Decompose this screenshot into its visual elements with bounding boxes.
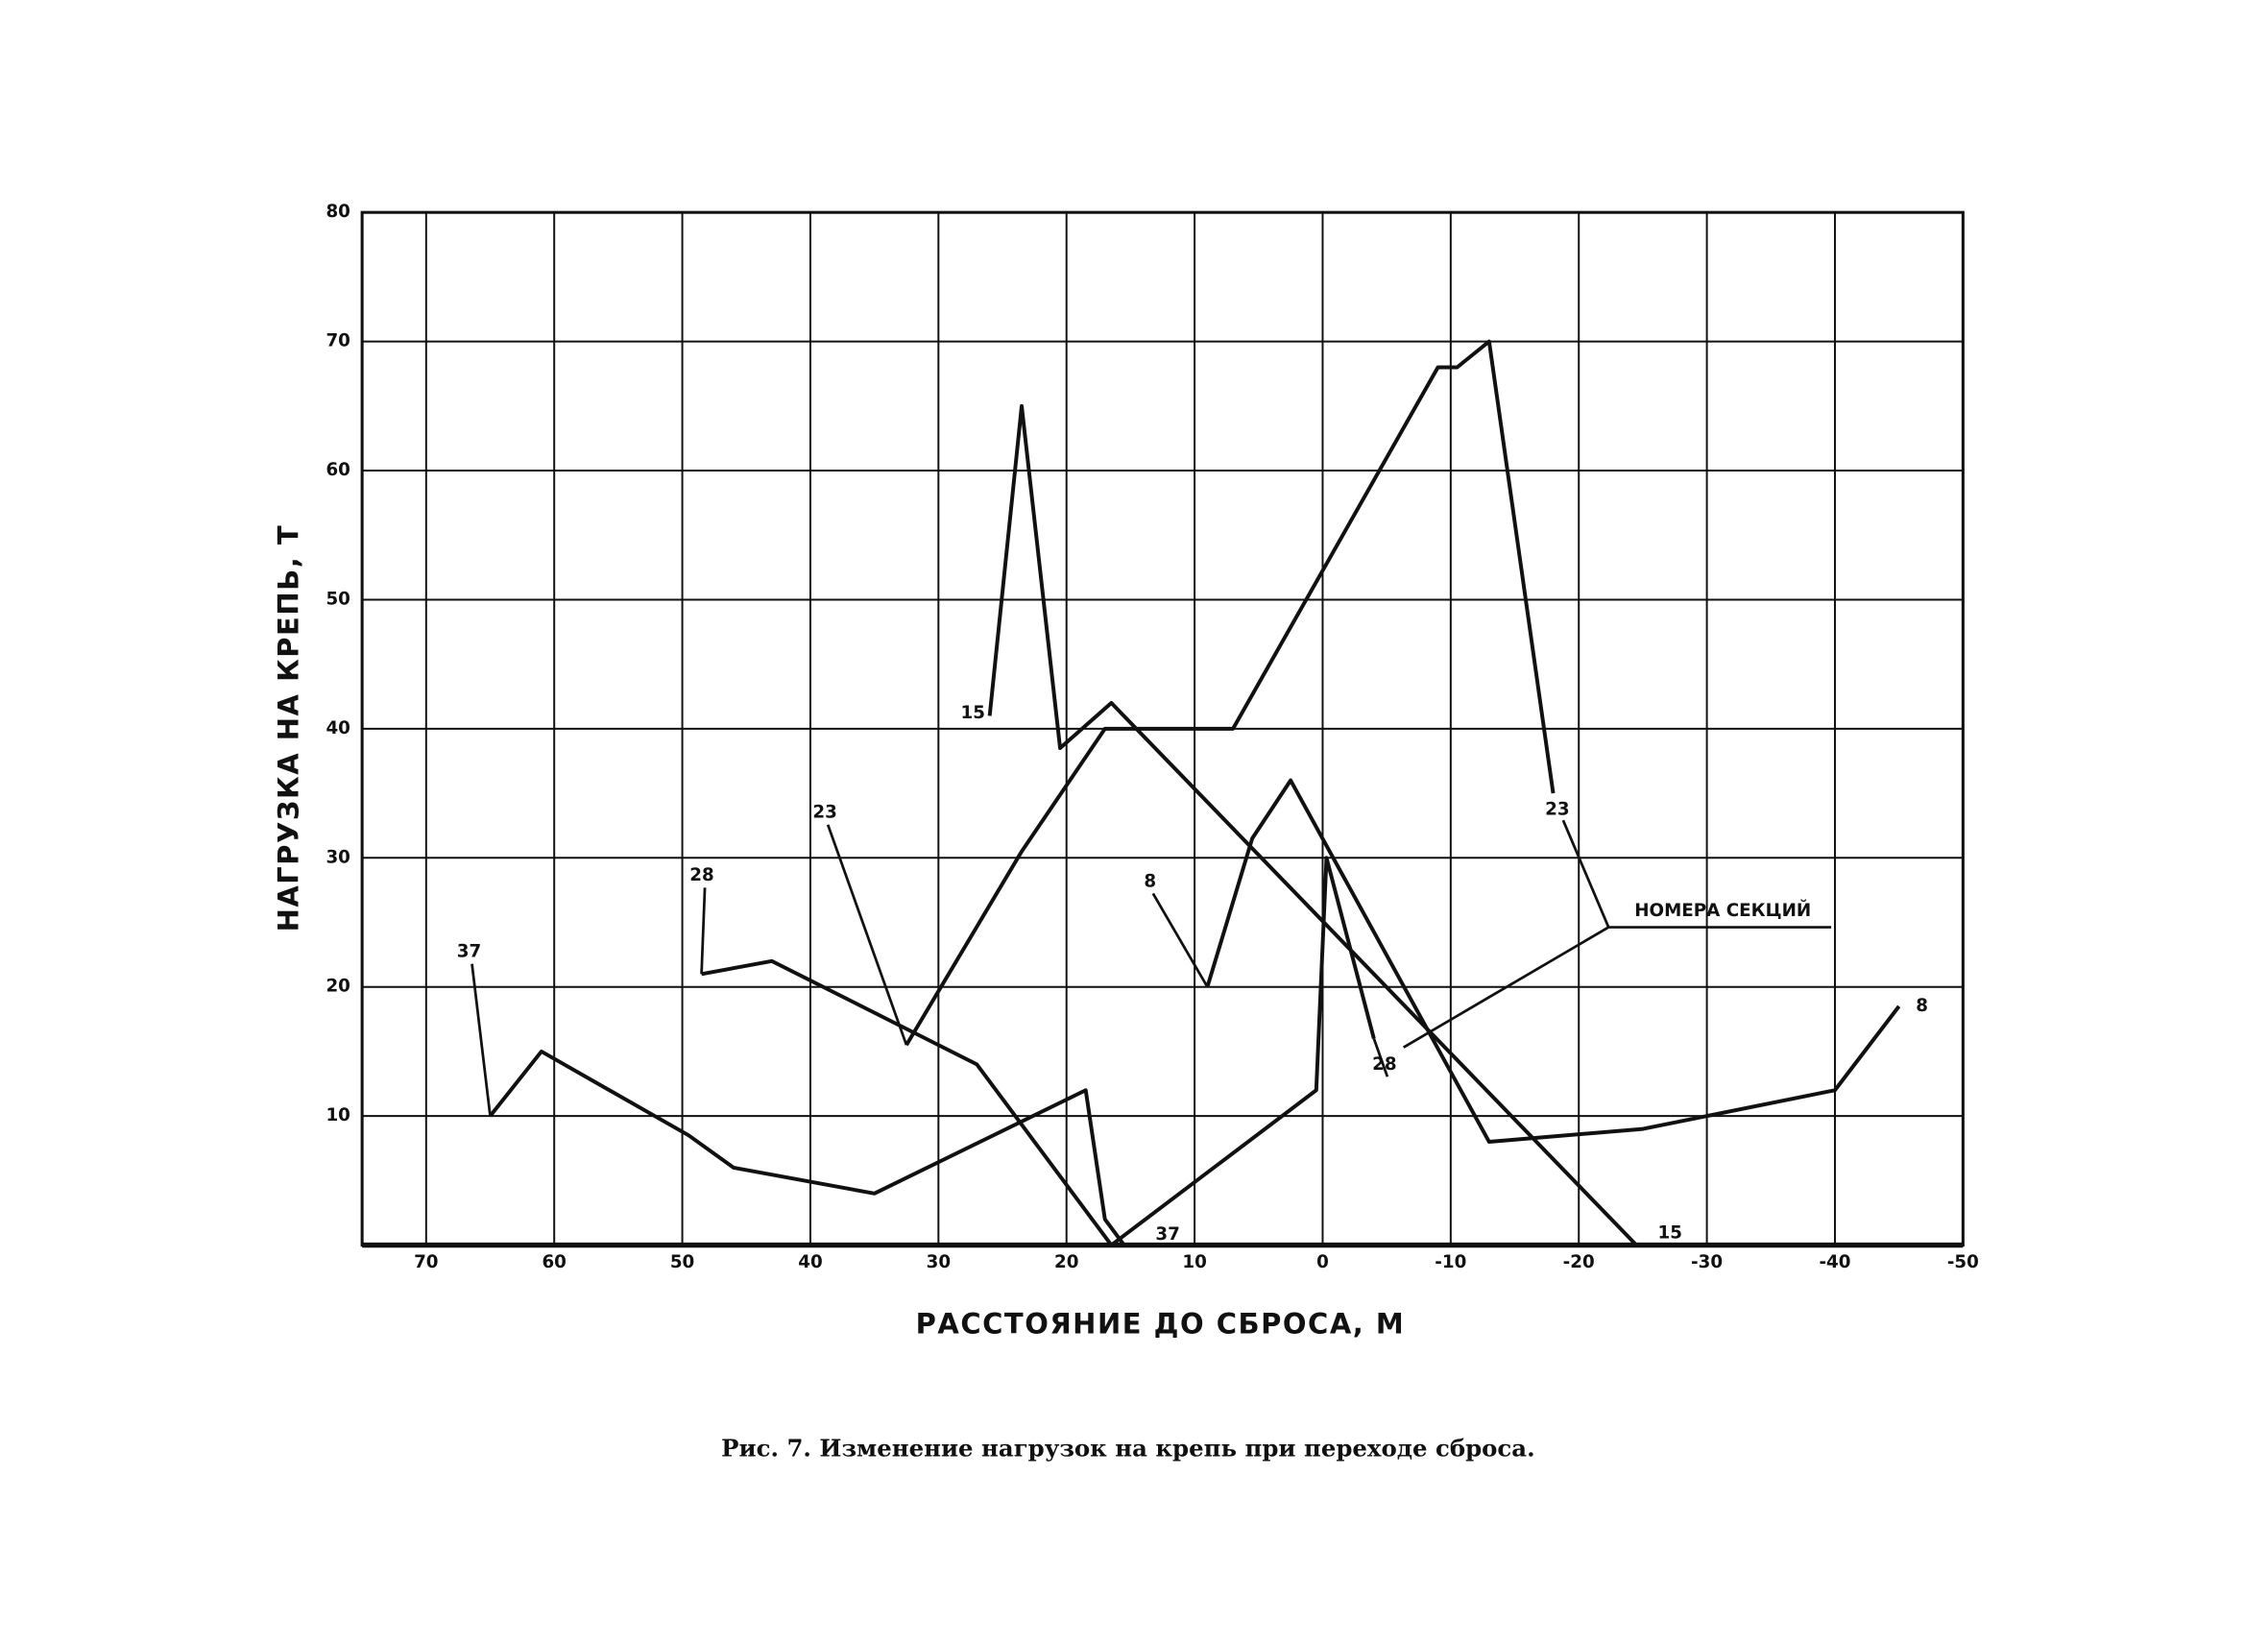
caption: Рис. 7. Изменение нагрузок на крепь при …: [721, 1435, 1534, 1463]
x-tick-label: 60: [542, 1252, 566, 1272]
y-tick-label: 30: [326, 847, 350, 867]
x-tick-label: 70: [414, 1252, 438, 1272]
x-tick-label: 0: [1316, 1252, 1329, 1272]
series-label: 23: [812, 803, 836, 823]
annotation-leader: [1561, 819, 1610, 929]
label-leader: [700, 887, 707, 975]
label-leader: [1151, 892, 1209, 988]
series-label: 15: [1658, 1222, 1682, 1243]
x-tick-label: -20: [1563, 1252, 1595, 1272]
annotation: НОМЕРА СЕКЦИЙ: [1634, 900, 1811, 921]
x-tick-label: -50: [1947, 1252, 1979, 1272]
label-leader: [826, 824, 908, 1046]
series-line: [905, 339, 1556, 1047]
y-tick-label: 50: [326, 589, 350, 609]
x-axis-title: РАССТОЯНИЕ ДО СБРОСА, М: [916, 1307, 1406, 1340]
series-label: 15: [960, 703, 984, 723]
series-label: 28: [689, 865, 713, 885]
y-tick-label: 60: [326, 460, 350, 480]
series-label: 23: [1545, 800, 1569, 820]
x-tick-label: -40: [1819, 1252, 1850, 1272]
y-tick-label: 20: [326, 977, 350, 997]
series-line: [987, 403, 1638, 1246]
y-axis-title: НАГРУЗКА НА КРЕПЬ, Т: [272, 524, 304, 932]
series-label: 37: [1155, 1224, 1179, 1245]
x-tick-label: 50: [670, 1252, 694, 1272]
y-tick-label: 10: [326, 1105, 350, 1125]
label-leader: [1372, 1038, 1389, 1077]
x-tick-label: -30: [1691, 1252, 1723, 1272]
label-leader: [470, 963, 492, 1117]
series-label: 37: [457, 941, 481, 961]
series-line: [701, 856, 1376, 1247]
series-label: 28: [1372, 1054, 1396, 1075]
x-tick-label: 10: [1182, 1252, 1206, 1272]
series-label: 8: [1144, 871, 1156, 891]
x-tick-label: 20: [1054, 1252, 1078, 1272]
y-tick-label: 70: [326, 331, 350, 351]
x-tick-label: -10: [1435, 1252, 1466, 1272]
series-line: [1205, 778, 1901, 1145]
y-tick-label: 40: [326, 718, 350, 738]
x-tick-label: 30: [927, 1252, 951, 1272]
series-line: [488, 1049, 1126, 1246]
y-tick-label: 80: [326, 202, 350, 222]
x-tick-label: 40: [798, 1252, 822, 1272]
series-label: 8: [1916, 996, 1928, 1016]
